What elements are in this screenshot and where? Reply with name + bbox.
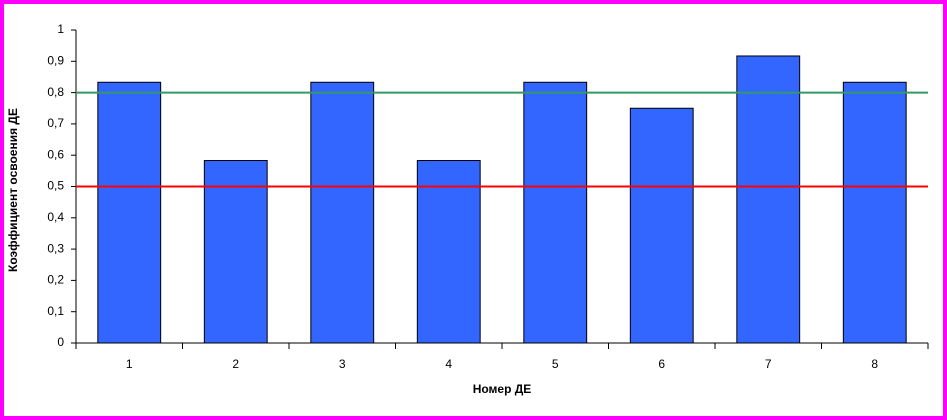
x-axis-title: Номер ДЕ	[473, 382, 532, 396]
x-tick-label: 2	[232, 357, 239, 371]
bar	[310, 81, 375, 344]
y-tick-label: 0,5	[47, 179, 64, 193]
x-tick-label: 8	[871, 357, 878, 371]
x-tick-label: 5	[552, 357, 559, 371]
x-tick-label: 7	[765, 357, 772, 371]
y-tick-label: 0,6	[47, 147, 64, 161]
y-tick-label: 0,9	[47, 53, 64, 67]
bar	[523, 81, 588, 344]
y-tick-label: 0,4	[47, 210, 64, 224]
y-axis-title: Коэффициент освоения ДЕ	[6, 108, 20, 272]
y-tick-label: 0,3	[47, 241, 64, 255]
bar	[842, 81, 907, 344]
y-tick-label: 0,8	[47, 85, 64, 99]
bar	[629, 107, 694, 344]
x-tick-label: 3	[339, 357, 346, 371]
x-tick-label: 6	[658, 357, 665, 371]
y-tick-label: 0,2	[47, 273, 64, 287]
bar	[416, 160, 481, 344]
bar	[736, 55, 801, 344]
x-tick-label: 4	[445, 357, 452, 371]
bar	[97, 81, 162, 344]
x-tick-label: 1	[126, 357, 133, 371]
y-tick-label: 1	[57, 22, 64, 36]
y-tick-label: 0,7	[47, 116, 64, 130]
y-tick-label: 0,1	[47, 304, 64, 318]
bar	[203, 160, 268, 344]
y-tick-label: 0	[57, 335, 64, 349]
